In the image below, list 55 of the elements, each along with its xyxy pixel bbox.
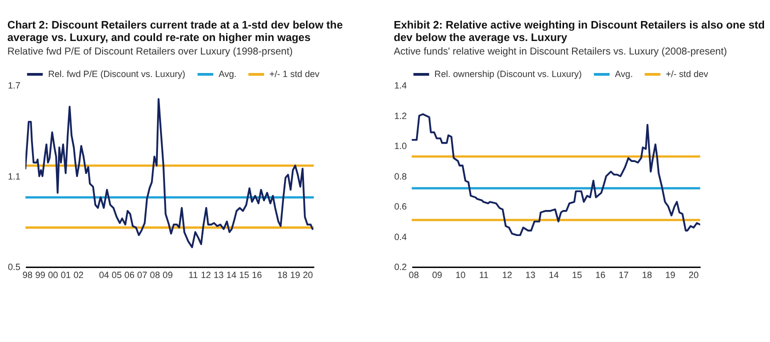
x-tick-label: 16 [595,270,606,280]
y-tick-label: 1.7 [8,80,20,91]
x-tick-label: 12 [502,270,512,280]
y-tick-label: 0.8 [394,171,407,182]
x-tick-label: 05 [112,270,122,280]
x-tick-label: 08 [150,270,160,280]
x-tick-label: 99 [35,270,46,280]
legend-label: +/- 1 std dev [269,69,320,80]
x-tick-label: 98 [22,270,33,280]
chart-subtitle: Relative fwd P/E of Discount Retailers over Luxury (1998-prsent) [7,46,293,58]
x-tick-label: 11 [188,270,198,280]
x-tick-label: 04 [98,270,110,280]
y-tick-label: 0.2 [394,262,407,272]
y-tick-label: 1.2 [394,110,407,121]
y-tick-label: 0.4 [394,232,407,242]
chart-subtitle: Active funds' relative weight in Discount Retailers vs. Luxury (2008-present) [394,46,727,58]
x-tick-label: 19 [665,270,676,280]
legend-label: +/- std dev [666,69,709,80]
y-tick-label: 0.6 [394,202,407,212]
x-tick-label: 01 [60,270,71,280]
x-tick-label: 08 [408,270,419,280]
x-tick-label: 15 [239,270,250,280]
x-tick-label: 09 [162,270,173,280]
x-tick-label: 17 [618,270,629,280]
legend-label: Rel. ownership (Discount vs. Luxury) [434,69,582,80]
legend-label: Rel. fwd P/E (Discount vs. Luxury) [48,69,186,80]
x-tick-label: 13 [214,270,224,280]
y-tick-label: 1.0 [394,141,407,152]
line-series [25,98,314,248]
x-tick-label: 18 [642,270,652,280]
chart-title: Exhibit 2: Relative active weighting in Discount Retailers is also one std dev below the average vs. Luxury [394,19,765,44]
x-tick-label: 06 [124,270,134,280]
x-tick-label: 10 [455,270,466,280]
legend-label: Avg. [218,69,237,80]
y-tick-label: 1.1 [8,171,20,182]
legend-label: Avg. [614,69,633,80]
x-tick-label: 19 [290,270,300,280]
x-tick-label: 13 [525,270,536,280]
x-tick-label: 18 [277,270,288,280]
x-tick-label: 00 [48,270,58,280]
x-tick-label: 11 [479,270,488,280]
x-tick-label: 15 [572,270,582,280]
x-tick-label: 09 [432,270,442,280]
x-tick-label: 14 [548,270,559,280]
x-tick-label: 16 [252,270,262,280]
line-series [412,113,700,236]
x-tick-label: 20 [688,270,699,280]
x-tick-label: 20 [302,270,313,280]
x-tick-label: 02 [73,270,84,280]
y-tick-label: 0.5 [8,262,20,272]
x-tick-label: 14 [226,270,236,280]
chart-title: Chart 2: Discount Retailers current trade at a 1-std dev below the average vs. Luxury, and could re-rate on higher min wages [7,19,343,44]
x-tick-label: 12 [200,270,211,280]
x-tick-label: 07 [137,270,148,280]
y-tick-label: 1.4 [394,80,407,91]
